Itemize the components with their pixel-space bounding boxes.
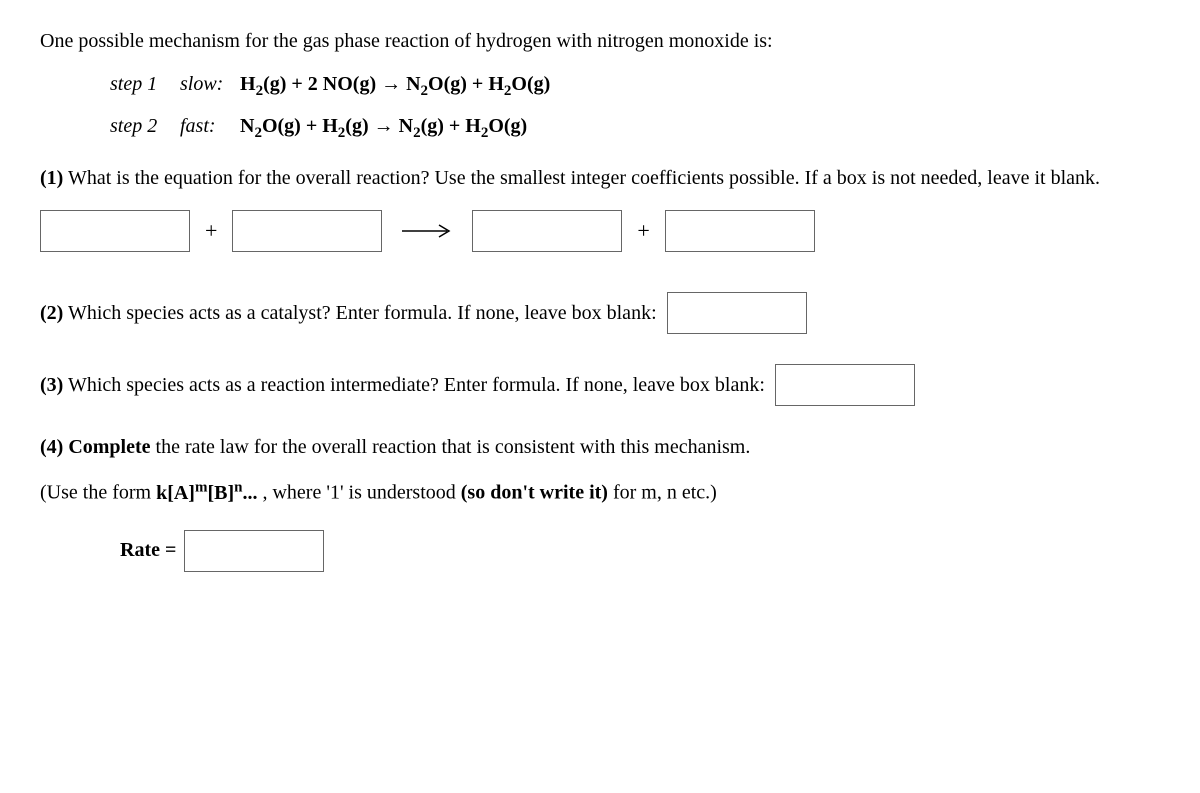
q1-equation-row: + + bbox=[40, 210, 1160, 252]
step-1-speed: slow: bbox=[180, 73, 235, 96]
q4-hint-post: for m, n etc.) bbox=[608, 482, 717, 504]
rate-label: Rate = bbox=[120, 539, 176, 562]
product-2-input[interactable] bbox=[665, 210, 815, 252]
q4-hint-bold: (so don't write it) bbox=[461, 482, 608, 504]
reactant-1-input[interactable] bbox=[40, 210, 190, 252]
step-2-row: step 2 fast: N2O(g) + H2(g) → N2(g) + H2… bbox=[110, 115, 1160, 142]
plus-sign-2: + bbox=[637, 218, 649, 244]
q4-complete: Complete bbox=[63, 436, 150, 458]
q1-num: (1) bbox=[40, 167, 63, 189]
step-1-row: step 1 slow: H2(g) + 2 NO(g) → N2O(g) + … bbox=[110, 73, 1160, 100]
step-2-equation: N2O(g) + H2(g) → N2(g) + H2O(g) bbox=[240, 115, 527, 137]
q4-hint-form: k[A]m[B]n... bbox=[156, 482, 257, 504]
rate-row: Rate = bbox=[120, 530, 1160, 572]
rate-input[interactable] bbox=[184, 530, 324, 572]
arrow-icon bbox=[397, 221, 457, 241]
question-3: (3) Which species acts as a reaction int… bbox=[40, 364, 1160, 406]
catalyst-input[interactable] bbox=[667, 292, 807, 334]
plus-sign: + bbox=[205, 218, 217, 244]
q4-body: the rate law for the overall reaction th… bbox=[151, 436, 751, 458]
product-1-input[interactable] bbox=[472, 210, 622, 252]
q4-hint: (Use the form k[A]m[B]n... , where '1' i… bbox=[40, 479, 1160, 505]
step-1-label: step 1 bbox=[110, 73, 175, 96]
q3-text-wrap: (3) Which species acts as a reaction int… bbox=[40, 374, 765, 397]
intro-text: One possible mechanism for the gas phase… bbox=[40, 30, 1160, 53]
steps-container: step 1 slow: H2(g) + 2 NO(g) → N2O(g) + … bbox=[110, 73, 1160, 142]
q2-text-wrap: (2) Which species acts as a catalyst? En… bbox=[40, 302, 657, 325]
q4-text: (4) Complete the rate law for the overal… bbox=[40, 436, 1160, 459]
question-1: (1) What is the equation for the overall… bbox=[40, 167, 1160, 252]
step-2-label: step 2 bbox=[110, 115, 175, 138]
q4-hint-pre: (Use the form bbox=[40, 482, 156, 504]
question-4: (4) Complete the rate law for the overal… bbox=[40, 436, 1160, 572]
reactant-2-input[interactable] bbox=[232, 210, 382, 252]
step-2-speed: fast: bbox=[180, 115, 235, 138]
q2-num: (2) bbox=[40, 302, 63, 324]
step-1-equation: H2(g) + 2 NO(g) → N2O(g) + H2O(g) bbox=[240, 73, 550, 95]
q4-num: (4) bbox=[40, 436, 63, 458]
question-2: (2) Which species acts as a catalyst? En… bbox=[40, 292, 1160, 334]
q3-num: (3) bbox=[40, 374, 63, 396]
q4-hint-mid: , where '1' is understood bbox=[257, 482, 460, 504]
q2-body: Which species acts as a catalyst? Enter … bbox=[63, 302, 656, 324]
q1-body: What is the equation for the overall rea… bbox=[63, 167, 1100, 189]
q3-body: Which species acts as a reaction interme… bbox=[63, 374, 765, 396]
q1-text: (1) What is the equation for the overall… bbox=[40, 167, 1160, 190]
intermediate-input[interactable] bbox=[775, 364, 915, 406]
